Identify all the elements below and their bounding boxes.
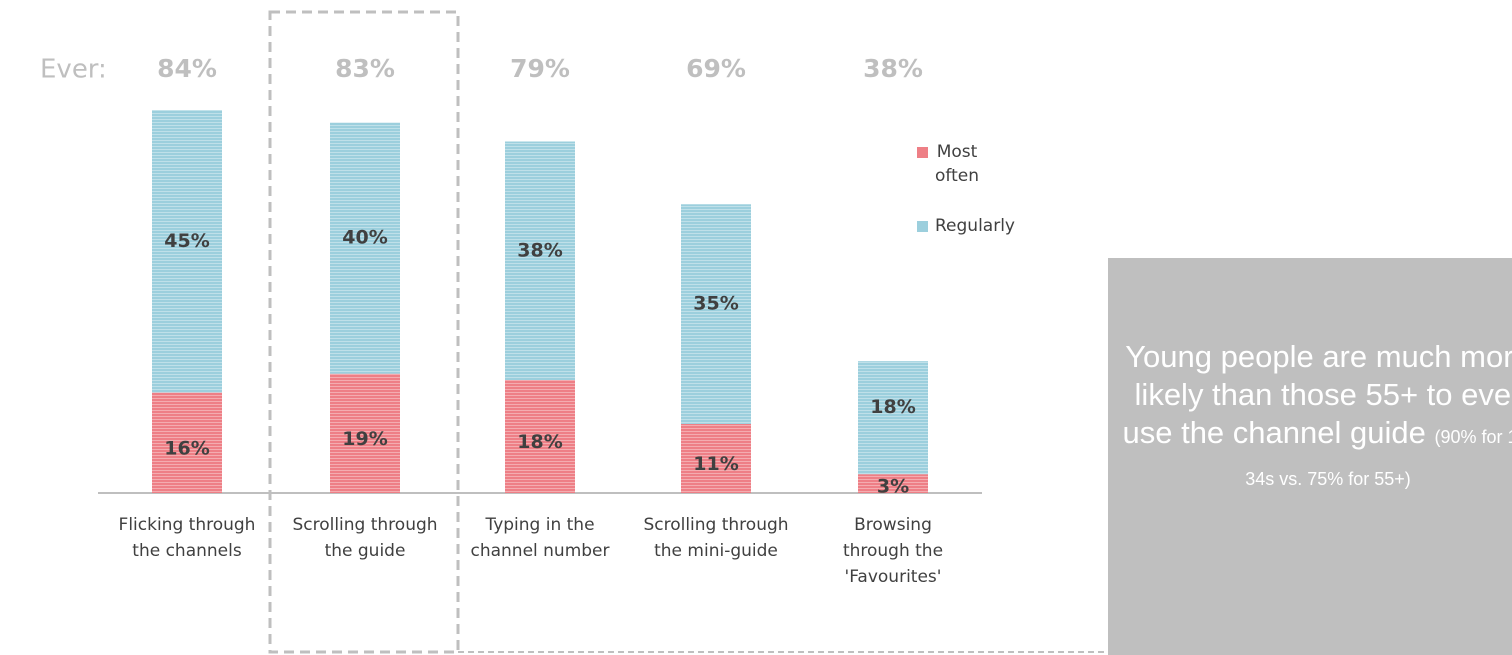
x-tick-label: Scrolling through the guide [292,515,438,561]
bar-texture [681,423,751,493]
ever-label: Ever: [40,55,107,85]
callout-note: (90% for 15-34s vs. 75% for 55+) [1245,427,1512,489]
data-label: 35% [693,293,738,315]
data-label: 40% [342,227,387,249]
legend-swatch [917,147,928,158]
data-label: 45% [164,230,209,252]
bar-texture [858,361,928,475]
bar-texture [681,204,751,424]
highlight-box [268,10,460,654]
ever-value: 84% [157,54,217,83]
ever-value: 38% [863,54,923,83]
data-label: 11% [693,453,738,475]
bar-texture [505,141,575,381]
x-tick-label: Browsing through the 'Favourites' [842,515,944,587]
ever-value: 79% [510,54,570,83]
ever-value: 69% [686,54,746,83]
bar-texture [152,110,222,393]
data-label: 38% [517,239,562,261]
data-label: 18% [870,396,915,418]
data-label: 16% [164,437,209,459]
bar-texture [152,392,222,493]
callout-main: Young people are much more likely than t… [1122,339,1512,450]
bar-texture [330,373,400,493]
legend-label: Regularly [935,216,1015,236]
ever-value: 83% [335,54,395,83]
callout-text: Young people are much more likely than t… [1108,338,1512,498]
callout: Young people are much more likely than t… [1108,258,1512,655]
data-label: 19% [342,428,387,450]
x-tick-label: Typing in the channel number [470,515,610,561]
data-label: 18% [517,431,562,453]
bar-texture [505,380,575,493]
legend-swatch [917,221,928,232]
legend-label: Most often [935,142,979,186]
data-label: 3% [877,476,909,498]
x-tick-label: Scrolling through the mini-guide [643,515,789,561]
bar-texture [330,122,400,374]
bar-texture [858,474,928,493]
x-tick-label: Flicking through the channels [118,515,256,561]
